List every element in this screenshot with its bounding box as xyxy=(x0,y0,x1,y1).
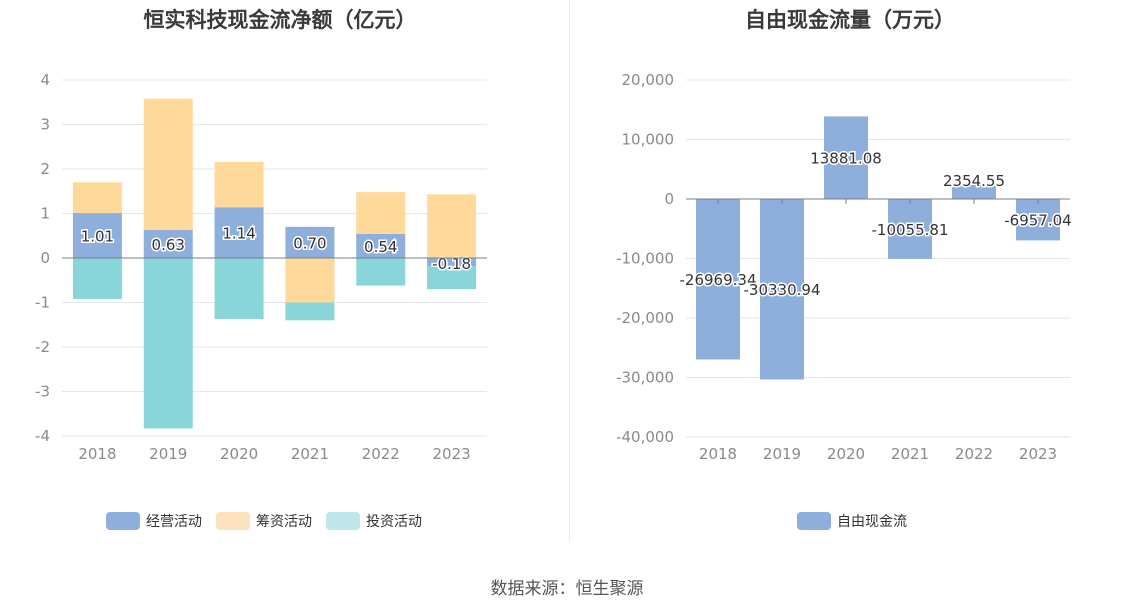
x-tick-label: 2022 xyxy=(955,445,993,463)
data-label: -0.18 xyxy=(432,255,471,273)
data-source-note: 数据来源：恒生聚源 xyxy=(490,579,644,599)
bar-segment xyxy=(427,258,477,267)
bar-segment xyxy=(72,182,122,214)
chart-title-cashflow: 恒实科技现金流净额（亿元） xyxy=(143,8,417,32)
data-label: 1.14 xyxy=(222,225,255,243)
y-tick-label: -1 xyxy=(35,294,50,312)
bar-segment xyxy=(285,302,335,321)
x-tick-label: 2019 xyxy=(763,445,801,463)
y-tick-label: 20,000 xyxy=(622,71,675,89)
x-tick-label: 2022 xyxy=(362,445,400,463)
y-tick-label: -2 xyxy=(35,338,50,356)
bar xyxy=(1016,199,1060,241)
x-tick-label: 2023 xyxy=(1019,445,1057,463)
legend-swatch-free-cashflow xyxy=(797,512,831,530)
bar xyxy=(760,199,804,380)
y-tick-label: -40,000 xyxy=(616,428,674,446)
bar-segment xyxy=(356,233,406,258)
legend-item-operating[interactable]: 经营活动 xyxy=(106,511,202,531)
bar-segment xyxy=(427,266,477,290)
data-label: 13881.08 xyxy=(810,150,882,168)
legend-swatch-operating xyxy=(106,512,140,530)
bar-segment xyxy=(356,258,406,286)
y-tick-label: -20,000 xyxy=(616,309,674,327)
chart-title-free-cashflow: 自由现金流量（万元） xyxy=(745,8,955,32)
bar xyxy=(888,199,932,259)
legend-item-investing[interactable]: 投资活动 xyxy=(326,511,422,531)
bar-segment xyxy=(427,194,477,258)
data-label: -30330.94 xyxy=(744,281,821,299)
y-tick-label: -3 xyxy=(35,383,50,401)
free-cashflow-legend: 自由现金流 xyxy=(797,511,907,531)
y-tick-label: 0 xyxy=(40,249,50,267)
legend-swatch-investing xyxy=(326,512,360,530)
bar-segment xyxy=(143,258,193,429)
x-tick-label: 2020 xyxy=(827,445,865,463)
legend-item-free-cashflow[interactable]: 自由现金流 xyxy=(797,511,907,531)
legend-label-operating: 经营活动 xyxy=(146,514,202,530)
y-tick-label: 4 xyxy=(40,71,50,89)
x-tick-label: 2021 xyxy=(291,445,329,463)
cashflow-chart: 4 3 2 1 0 -1 -2 -3 -4 2018 1.01 2019 0.63 2020 1.14 202… xyxy=(35,71,487,463)
data-label: -6957.04 xyxy=(1004,212,1071,230)
legend-label-financing: 筹资活动 xyxy=(256,514,312,530)
data-label: 2354.55 xyxy=(943,172,1005,190)
bar-segment xyxy=(143,229,193,258)
x-tick-label: 2018 xyxy=(78,445,116,463)
data-label: -10055.81 xyxy=(872,221,949,239)
legend-swatch-financing xyxy=(216,512,250,530)
cashflow-legend: 经营活动 筹资活动 投资活动 xyxy=(106,511,422,531)
x-tick-label: 2023 xyxy=(432,445,470,463)
bar-segment xyxy=(143,98,193,230)
bar xyxy=(696,199,740,360)
bar xyxy=(952,184,996,199)
bar-segment xyxy=(285,226,335,258)
data-label: -26969.34 xyxy=(680,271,757,289)
y-tick-label: 0 xyxy=(664,190,674,208)
y-tick-label: -4 xyxy=(35,427,50,445)
x-tick-label: 2018 xyxy=(699,445,737,463)
bar-segment xyxy=(285,258,335,303)
free-cashflow-chart: 20,000 10,000 0 -10,000 -20,000 -30,000 -40,00… xyxy=(616,71,1073,463)
y-tick-label: 1 xyxy=(40,205,50,223)
x-tick-label: 2019 xyxy=(149,445,187,463)
bar-segment xyxy=(72,258,122,299)
y-tick-label: 2 xyxy=(40,160,50,178)
x-tick-label: 2021 xyxy=(891,445,929,463)
data-label: 1.01 xyxy=(81,228,114,246)
bar-segment xyxy=(214,207,264,258)
bar-segment xyxy=(214,258,264,319)
y-tick-label: -30,000 xyxy=(616,369,674,387)
data-label: 0.63 xyxy=(152,236,185,254)
legend-item-financing[interactable]: 筹资活动 xyxy=(216,511,312,531)
legend-label-investing: 投资活动 xyxy=(366,514,422,530)
bar-segment xyxy=(72,213,122,258)
y-tick-label: -10,000 xyxy=(616,250,674,268)
data-label: 0.70 xyxy=(293,234,326,252)
chart-divider xyxy=(569,0,570,542)
bar-segment xyxy=(214,161,264,208)
y-tick-label: 10,000 xyxy=(622,131,675,149)
bar xyxy=(824,116,868,199)
legend-label-free-cashflow: 自由现金流 xyxy=(837,514,907,530)
x-tick-label: 2020 xyxy=(220,445,258,463)
y-tick-label: 3 xyxy=(40,116,50,134)
data-label: 0.54 xyxy=(364,238,397,256)
bar-segment xyxy=(356,192,406,234)
